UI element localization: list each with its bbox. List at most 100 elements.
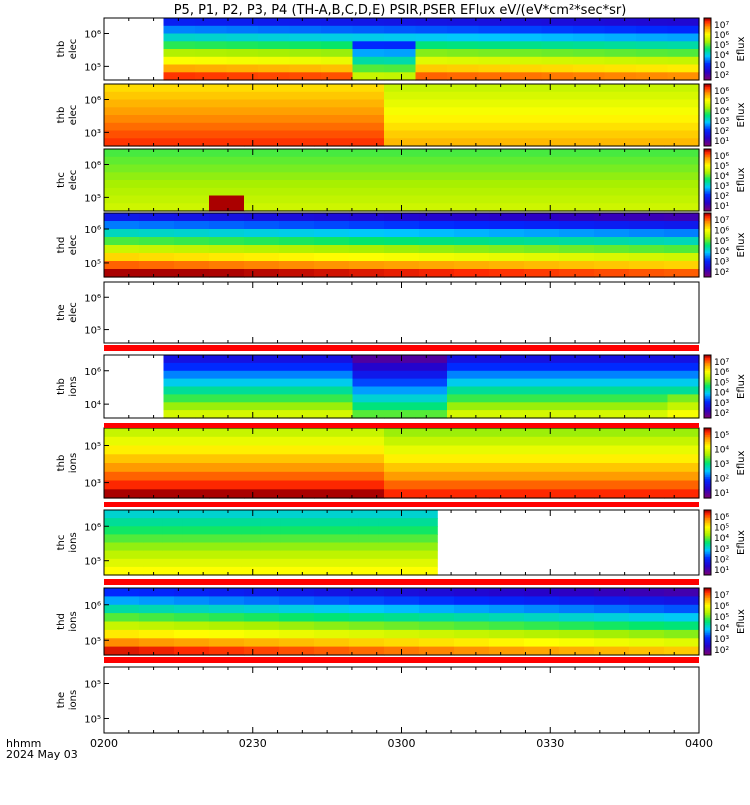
heatmap-cell [174, 157, 210, 165]
heatmap-cell [174, 638, 210, 647]
heatmap-cell [314, 213, 350, 222]
heatmap-cell [664, 588, 700, 597]
heatmap-cell [359, 534, 379, 543]
heatmap-cell [202, 551, 222, 560]
heatmap-cell [321, 49, 353, 57]
heatmap-cell [605, 363, 637, 372]
heatmap-cell [290, 18, 322, 26]
heatmap-cell [280, 518, 300, 527]
heatmap-cell [524, 84, 560, 92]
heatmap-cell [489, 188, 525, 196]
heatmap-cell [384, 229, 420, 238]
y-tick-label: 10⁶ [84, 161, 101, 172]
heatmap-cell [104, 446, 140, 455]
heatmap-cell [489, 253, 525, 262]
heatmap-cell [314, 481, 350, 490]
heatmap-cell [629, 605, 665, 614]
heatmap-cell [104, 472, 140, 481]
heatmap-cell [258, 410, 290, 419]
heatmap-cell [384, 131, 420, 139]
heatmap-cell [359, 518, 379, 527]
heatmap-cell [668, 379, 700, 388]
heatmap-cell [279, 92, 315, 100]
heatmap-cell [419, 638, 455, 647]
heatmap-cell [139, 221, 175, 230]
heatmap-cell [244, 647, 280, 656]
heatmap-cell [104, 510, 124, 519]
heatmap-cell [384, 371, 416, 380]
heatmap-cell [227, 57, 259, 65]
heatmap-cell [290, 355, 322, 364]
heatmap-cell [524, 622, 560, 631]
heatmap-cell [209, 138, 245, 146]
heatmap-cell [668, 34, 700, 42]
heatmap-cell [479, 72, 511, 80]
heatmap-cell [419, 92, 455, 100]
heatmap-cell [279, 172, 315, 180]
heatmap-cell [629, 454, 665, 463]
heatmap-cell [139, 213, 175, 222]
heatmap-cell [384, 363, 416, 372]
heatmap-cell [290, 49, 322, 57]
heatmap-cell [174, 237, 210, 246]
panel-probe-label: thc [56, 172, 67, 188]
heatmap-cell [314, 446, 350, 455]
heatmap-cell [227, 371, 259, 380]
heatmap-cell [479, 18, 511, 26]
heatmap-cell [510, 57, 542, 65]
heatmap-cell [349, 428, 385, 437]
heatmap-cell [314, 149, 350, 157]
heatmap-cell [636, 410, 668, 419]
separator-bar [104, 423, 699, 428]
heatmap-cell [489, 622, 525, 631]
heatmap-cell [489, 203, 525, 211]
heatmap-cell [209, 203, 245, 211]
heatmap-cell [104, 84, 140, 92]
heatmap-cell [174, 437, 210, 446]
panel-probe-label: thb [56, 455, 67, 472]
heatmap-cell [378, 518, 398, 527]
heatmap-cell [542, 18, 574, 26]
heatmap-cell [280, 526, 300, 535]
heatmap-cell [559, 245, 595, 254]
heatmap-cell [279, 196, 315, 204]
heatmap-cell [321, 394, 353, 403]
heatmap-cell [222, 510, 242, 519]
heatmap-cell [416, 49, 448, 57]
heatmap-cell [321, 41, 353, 49]
heatmap-cell [524, 229, 560, 238]
heatmap-cell [349, 437, 385, 446]
heatmap-cell [279, 188, 315, 196]
heatmap-cell [418, 510, 438, 519]
panel-species-label: elec [68, 302, 79, 323]
heatmap-cell [349, 269, 385, 278]
colorbar-tick-label: 10⁷ [714, 216, 729, 226]
heatmap-cell [182, 534, 202, 543]
heatmap-cell [227, 355, 259, 364]
heatmap-cell [629, 613, 665, 622]
heatmap-cell [202, 559, 222, 568]
y-tick-label: 10⁶ [84, 96, 101, 107]
heatmap-cell [139, 253, 175, 262]
colorbar-axis-label: Eflux [736, 36, 747, 61]
heatmap-cell [416, 402, 448, 411]
heatmap-cell [244, 472, 280, 481]
heatmap-cell [384, 123, 420, 131]
heatmap-cell [384, 622, 420, 631]
heatmap-cell [279, 472, 315, 481]
heatmap-cell [244, 269, 280, 278]
heatmap-cell [524, 463, 560, 472]
colorbar-tick-label: 10² [714, 555, 729, 565]
heatmap-cell [542, 363, 574, 372]
heatmap-cell [339, 543, 359, 552]
heatmap-cell [174, 115, 210, 123]
heatmap-cell [524, 221, 560, 230]
separator-bar [104, 579, 699, 585]
heatmap-cell [419, 463, 455, 472]
heatmap-cell [349, 131, 385, 139]
heatmap-cell [349, 203, 385, 211]
heatmap-cell [244, 463, 280, 472]
heatmap-cell [559, 172, 595, 180]
heatmap-cell [605, 65, 637, 73]
